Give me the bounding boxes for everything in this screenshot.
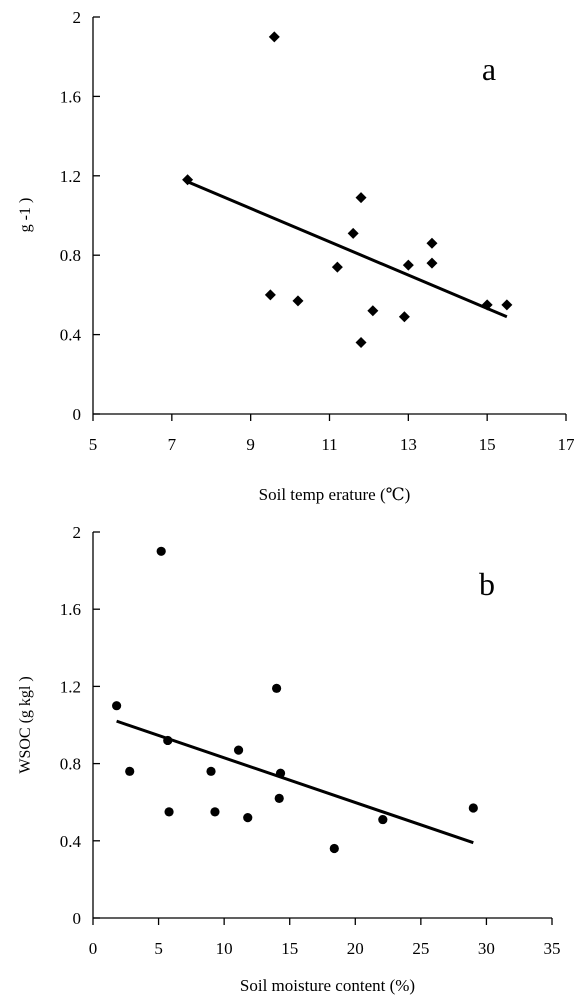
- data-point: [164, 807, 174, 817]
- data-point: [347, 227, 359, 239]
- y-tick-label: 2: [73, 523, 82, 542]
- x-tick-label: 11: [321, 435, 337, 454]
- x-tick-label: 30: [478, 939, 495, 958]
- y-tick-label: 1.6: [60, 600, 81, 619]
- data-point: [163, 735, 173, 746]
- data-point: [274, 793, 284, 803]
- x-tick-label: 13: [400, 435, 417, 454]
- y-tick-label: 0: [73, 405, 82, 424]
- trend-line: [116, 719, 474, 845]
- x-tick-label: 10: [216, 939, 233, 958]
- y-tick-label: 1.2: [60, 677, 81, 696]
- data-point: [125, 766, 135, 776]
- x-tick-label: 17: [558, 435, 574, 454]
- trend-line: [187, 180, 508, 319]
- data-point: [329, 843, 339, 854]
- data-point: [468, 803, 478, 813]
- data-point: [156, 546, 166, 556]
- x-axis-label: Soil temp erature (℃): [259, 485, 411, 504]
- data-point: [402, 259, 414, 271]
- data-point: [501, 299, 513, 311]
- x-tick-label: 15: [281, 939, 298, 958]
- x-tick-label: 9: [246, 435, 255, 454]
- x-tick-label: 35: [544, 939, 561, 958]
- y-axis-label: g -1 ): [17, 198, 34, 233]
- y-tick-label: 1.6: [60, 87, 81, 106]
- data-point: [112, 701, 122, 711]
- data-point: [355, 192, 367, 204]
- x-tick-label: 0: [89, 939, 98, 958]
- y-tick-label: 0.4: [60, 832, 82, 851]
- data-point: [481, 299, 493, 311]
- x-tick-label: 5: [89, 435, 98, 454]
- data-point: [378, 814, 388, 825]
- x-axis-label: Soil moisture content (%): [240, 976, 415, 995]
- x-tick-label: 7: [168, 435, 177, 454]
- data-point: [426, 257, 438, 269]
- data-point: [268, 31, 280, 43]
- data-point: [292, 295, 304, 307]
- y-tick-label: 0: [73, 909, 82, 928]
- data-point: [210, 807, 220, 817]
- x-tick-label: 15: [479, 435, 496, 454]
- data-point: [182, 174, 194, 186]
- y-tick-label: 0.8: [60, 755, 81, 774]
- data-point: [264, 289, 276, 301]
- x-tick-label: 5: [154, 939, 163, 958]
- panel-label: a: [482, 51, 496, 87]
- data-point: [398, 311, 410, 323]
- y-tick-label: 2: [73, 8, 82, 27]
- y-tick-label: 0.8: [60, 246, 81, 265]
- data-point: [275, 768, 286, 778]
- y-tick-label: 0.4: [60, 326, 82, 345]
- data-point: [272, 683, 282, 693]
- data-point: [243, 813, 253, 823]
- data-point: [206, 766, 216, 776]
- data-point: [355, 337, 367, 349]
- data-point: [233, 745, 244, 755]
- x-tick-label: 25: [412, 939, 429, 958]
- y-axis-label: WSOC (g kgl ): [17, 676, 34, 773]
- data-point: [426, 237, 438, 249]
- x-tick-label: 20: [347, 939, 364, 958]
- data-point: [331, 261, 343, 273]
- panel-label: b: [479, 566, 495, 602]
- y-tick-label: 1.2: [60, 167, 81, 186]
- data-point: [367, 305, 379, 317]
- chart-a-soil-temperature: 0 0.4 0.8 1.2 1.6 2 5 7 9 11 13 15 17 Soil temp eratu…: [17, 8, 574, 504]
